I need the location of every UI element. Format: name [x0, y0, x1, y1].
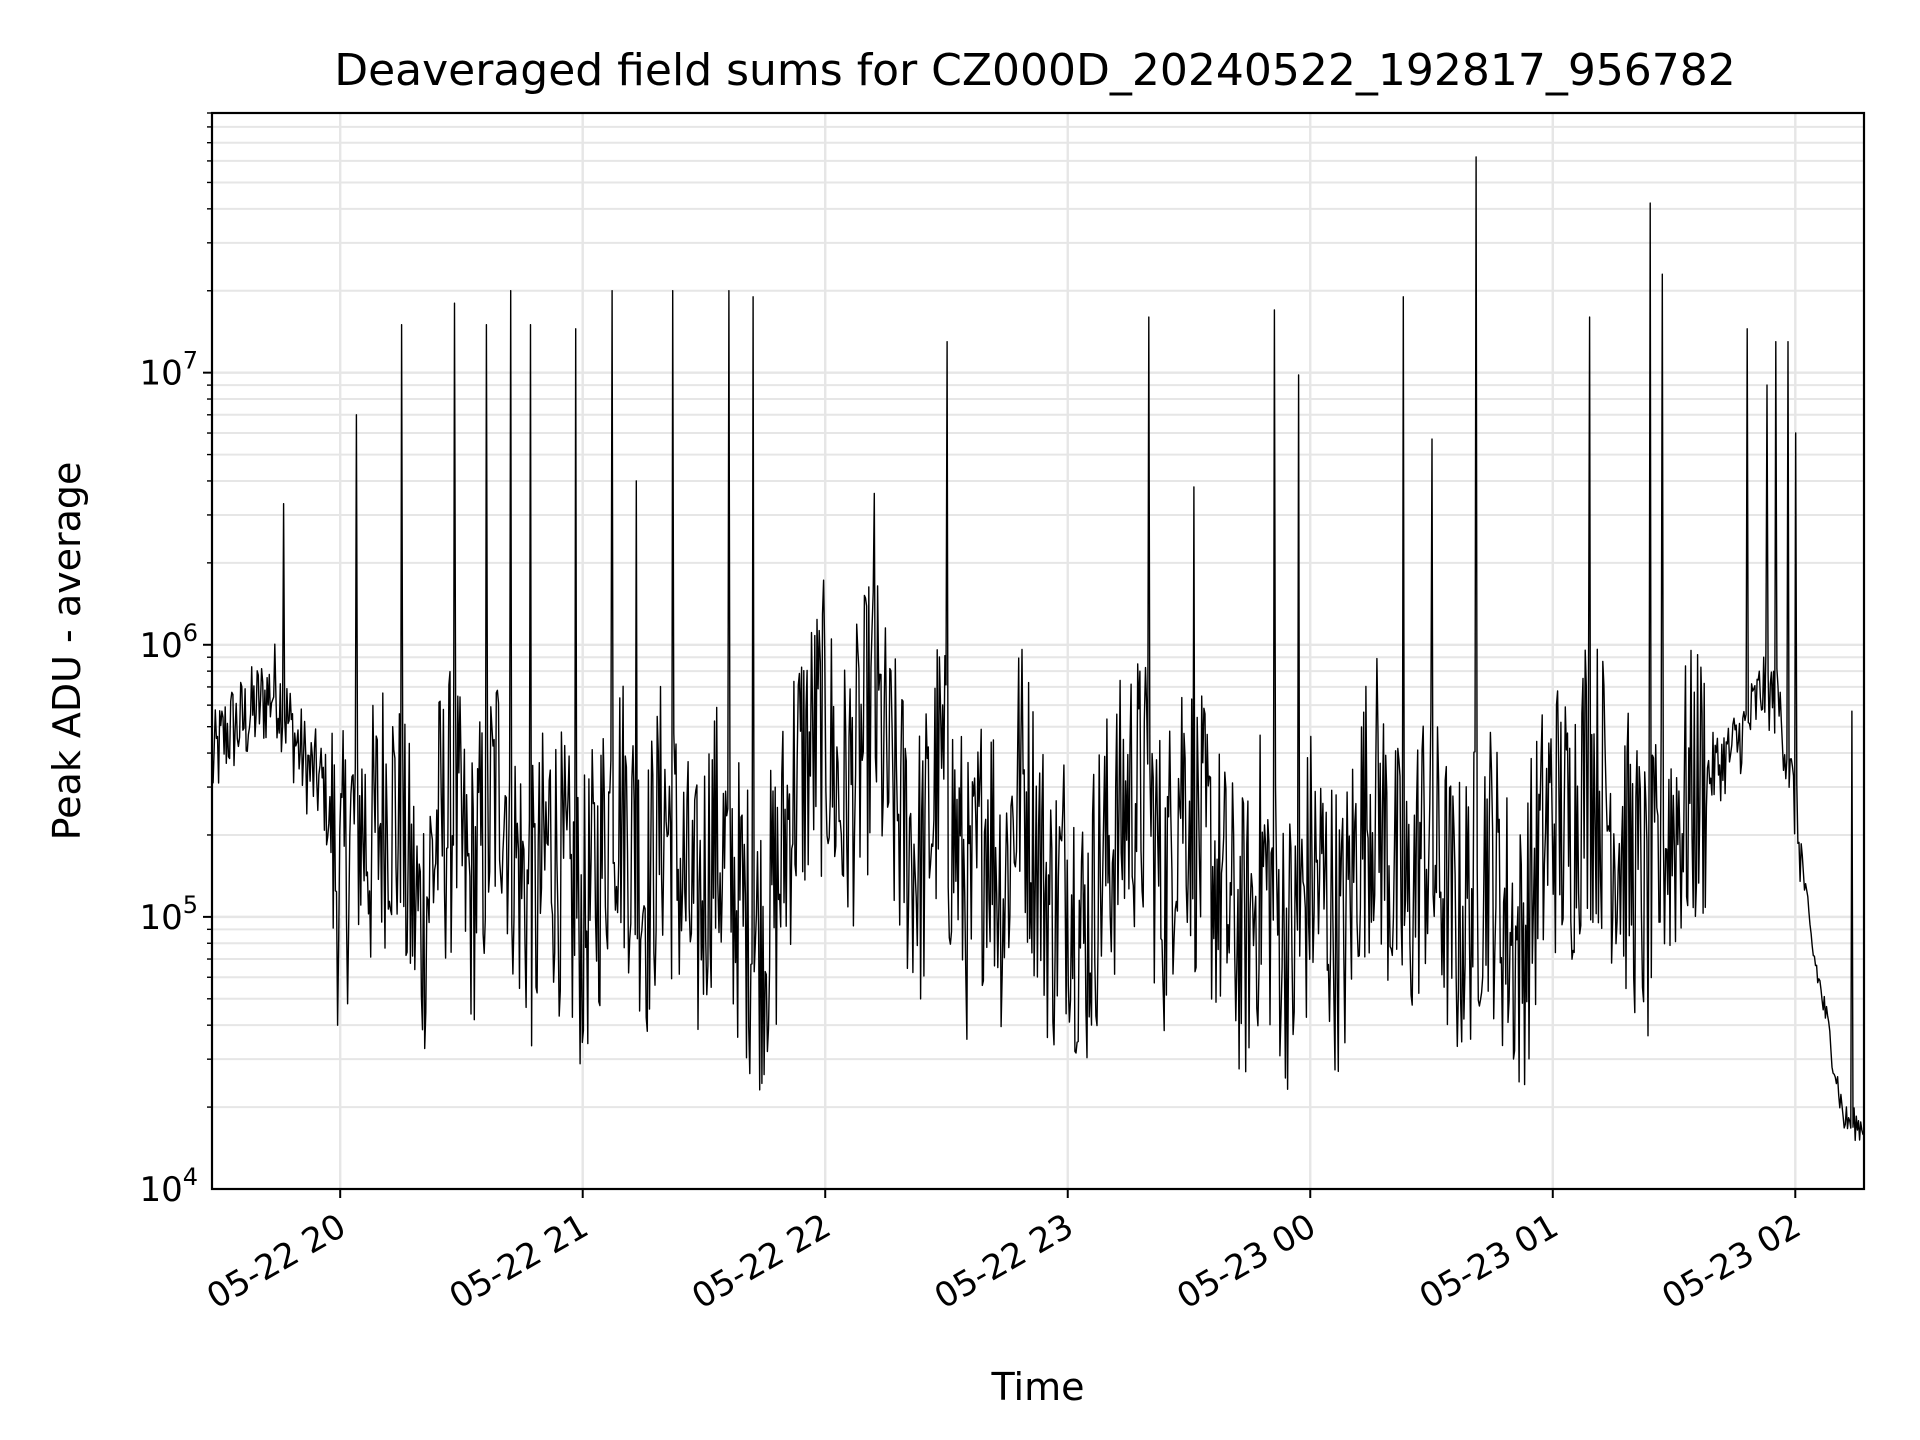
series [211, 156, 1865, 1142]
plot-frame [210, 111, 1866, 1191]
y-axis-label: Peak ADU - average [45, 462, 89, 841]
y-tick-label: 105 [139, 891, 198, 938]
y-tick-label: 107 [139, 347, 198, 394]
chart-title: Deaveraged field sums for CZ000D_2024052… [334, 45, 1736, 96]
series-line [211, 156, 1865, 1142]
x-axis-label: Time [991, 1365, 1085, 1409]
